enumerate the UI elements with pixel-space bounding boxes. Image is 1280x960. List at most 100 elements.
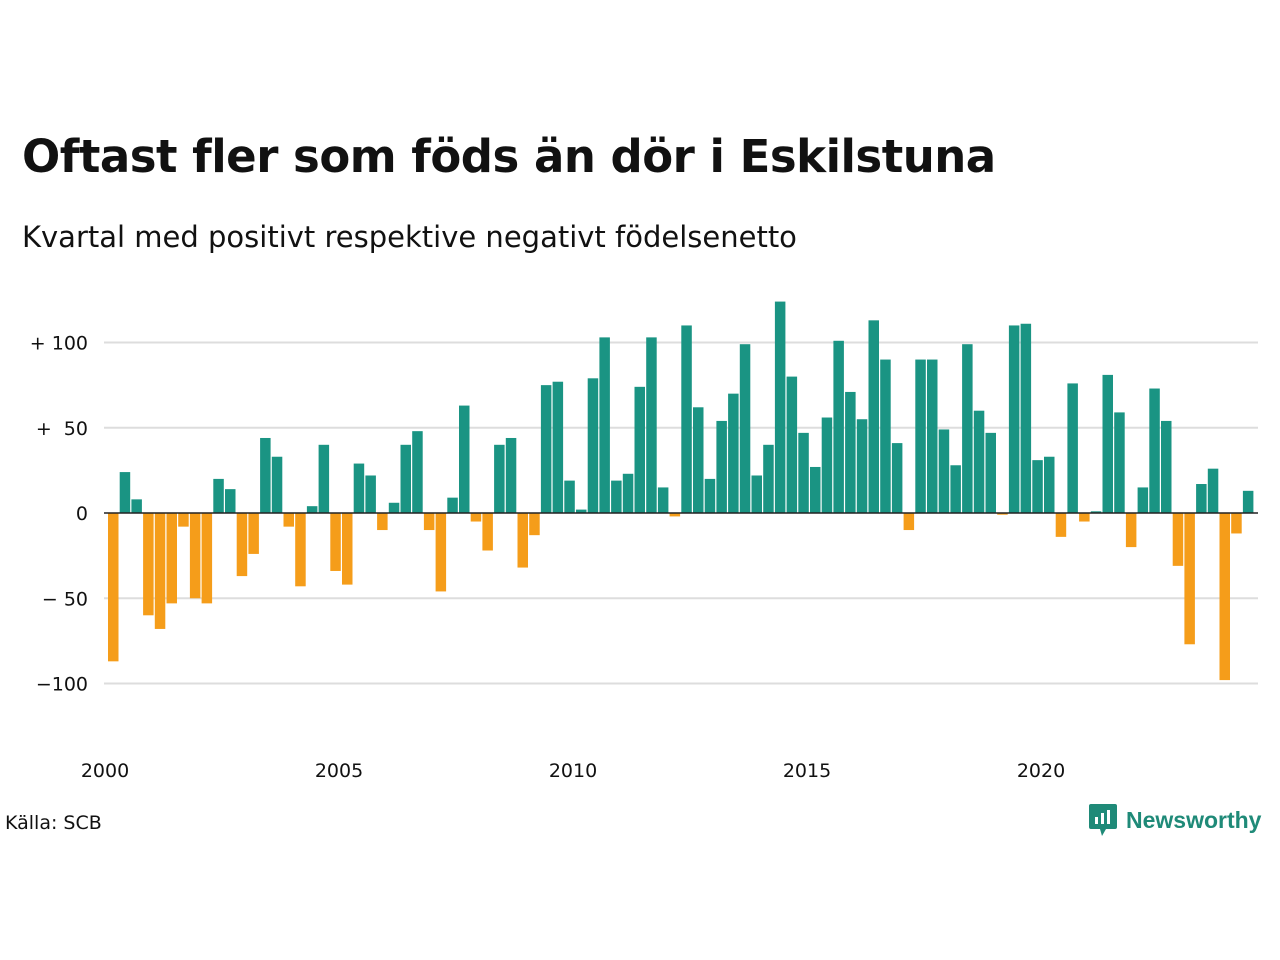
bar-2006Q2	[400, 444, 411, 513]
bar-2010Q1	[576, 509, 587, 513]
brand-name: Newsworthy	[1126, 806, 1262, 833]
bar-2014Q2	[774, 301, 786, 513]
y-tick-label: − 50	[42, 588, 88, 610]
bar-2024Q1	[1231, 513, 1242, 534]
bar-2016Q2	[868, 320, 879, 513]
bar-2015Q4	[845, 391, 856, 513]
bar-2021Q4	[1125, 513, 1137, 548]
bar-2012Q1	[669, 513, 681, 517]
y-tick-label: 0	[76, 503, 88, 525]
bar-2012Q2	[681, 325, 692, 513]
bar-2011Q2	[634, 386, 645, 513]
bar-2021Q2	[1102, 374, 1113, 513]
bar-2019Q1	[997, 513, 1008, 515]
bar-2013Q2	[728, 393, 739, 513]
bar-2000Q1	[108, 513, 119, 662]
bar-2014Q1	[763, 444, 774, 513]
y-tick-label: + 100	[30, 333, 88, 355]
y-tick-label: + 50	[36, 418, 88, 440]
bar-2005Q1	[342, 513, 353, 585]
bar-2007Q3	[459, 405, 470, 513]
bar-2023Q2	[1196, 484, 1207, 513]
bar-2018Q3	[973, 410, 985, 513]
bar-2008Q2	[494, 444, 505, 513]
bar-2020Q3	[1067, 383, 1078, 513]
bar-2016Q4	[891, 443, 903, 514]
bar-2022Q2	[1149, 388, 1160, 513]
x-tick-label: 2020	[1017, 760, 1065, 782]
bar-2006Q1	[388, 502, 400, 513]
bar-2004Q3	[318, 444, 330, 513]
x-tick-label: 2000	[81, 760, 129, 782]
bar-2004Q1	[295, 513, 306, 587]
bar-2002Q3	[225, 489, 236, 513]
bar-2017Q3	[927, 359, 938, 513]
bar-2013Q1	[716, 420, 727, 513]
bar-2018Q4	[985, 432, 996, 514]
bar-2017Q1	[903, 513, 915, 531]
bar-2013Q3	[739, 344, 751, 513]
bar-2014Q4	[798, 432, 809, 514]
bar-2001Q2	[166, 513, 177, 604]
bar-2020Q1	[1044, 456, 1055, 514]
bar-2009Q1	[529, 513, 540, 536]
bar-2010Q4	[611, 480, 622, 514]
bars	[108, 301, 1254, 681]
bar-2008Q3	[505, 437, 517, 513]
bar-2002Q2	[213, 478, 224, 513]
bar-2001Q3	[178, 513, 189, 527]
bar-2008Q1	[482, 513, 493, 551]
bar-2003Q3	[271, 456, 283, 514]
bar-2017Q4	[938, 429, 950, 513]
x-tick-label: 2015	[783, 760, 831, 782]
bar-2016Q1	[856, 419, 868, 514]
bar-2005Q4	[377, 513, 388, 531]
bar-2006Q4	[423, 513, 435, 531]
bar-2007Q2	[447, 497, 458, 513]
gridlines	[104, 341, 1258, 685]
bar-2007Q4	[470, 513, 482, 522]
bar-2005Q3	[365, 475, 376, 513]
bar-2019Q3	[1020, 323, 1032, 513]
bar-2024Q2	[1242, 490, 1254, 513]
bar-2018Q1	[950, 465, 961, 513]
bar-2003Q4	[283, 513, 294, 527]
newsworthy-logo[interactable]: Newsworthy	[1088, 802, 1261, 838]
bar-2013Q4	[751, 475, 762, 513]
bar-2017Q2	[915, 359, 926, 513]
bar-2009Q4	[564, 480, 575, 514]
bar-2019Q4	[1032, 460, 1043, 513]
bar-2001Q1	[154, 513, 166, 629]
bar-2000Q4	[143, 513, 154, 616]
bar-2004Q2	[306, 506, 318, 513]
bar-2002Q1	[201, 513, 213, 604]
bar-2004Q4	[330, 513, 341, 571]
bar-2016Q3	[880, 359, 891, 513]
bar-2006Q3	[412, 431, 423, 513]
bar-2023Q4	[1219, 513, 1230, 681]
y-tick-label: −100	[36, 674, 88, 696]
bar-2022Q4	[1172, 513, 1184, 566]
bar-2000Q3	[131, 499, 142, 513]
y-axis-ticks: + 100 + 50 0 − 50 −100	[30, 333, 88, 696]
bar-2014Q3	[786, 376, 798, 513]
bar-2023Q3	[1207, 468, 1219, 513]
bar-2021Q1	[1090, 511, 1102, 514]
x-tick-label: 2005	[315, 760, 363, 782]
bar-2010Q2	[587, 378, 599, 513]
chat-chart-icon	[1089, 804, 1117, 836]
bar-2002Q4	[236, 513, 248, 577]
bar-2005Q2	[353, 463, 365, 514]
bar-2009Q2	[540, 385, 552, 514]
bar-2009Q3	[552, 381, 564, 513]
bar-2008Q4	[517, 513, 528, 568]
bar-2023Q1	[1184, 513, 1195, 645]
bar-2012Q4	[704, 478, 716, 513]
bar-2019Q2	[1008, 325, 1020, 513]
bar-2011Q3	[646, 337, 657, 513]
bar-2015Q1	[810, 466, 821, 513]
bar-2001Q4	[189, 513, 201, 599]
bar-2021Q3	[1114, 412, 1125, 513]
bar-2020Q2	[1055, 513, 1067, 537]
